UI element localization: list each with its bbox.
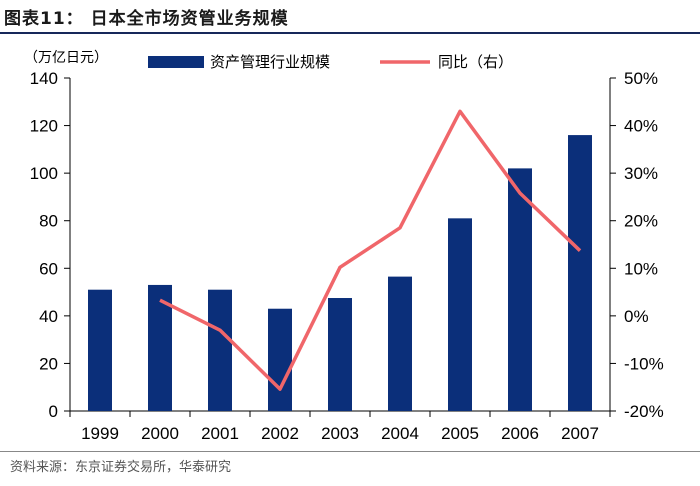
x-tick-label: 2003 xyxy=(321,424,359,443)
bar xyxy=(208,289,232,411)
bar xyxy=(268,308,292,411)
right-tick-label: 50% xyxy=(624,69,658,88)
right-tick-label: 20% xyxy=(624,212,658,231)
title-rule xyxy=(0,32,700,34)
right-tick-label: 0% xyxy=(624,307,649,326)
x-tick-label: 2004 xyxy=(381,424,419,443)
legend: 资产管理行业规模 同比（右） xyxy=(148,53,513,71)
bar xyxy=(508,168,532,411)
line-group xyxy=(159,109,582,391)
left-tick-label: 20 xyxy=(39,354,58,373)
left-axis-unit-label: （万亿日元） xyxy=(24,50,108,66)
left-tick-label: 120 xyxy=(30,117,58,136)
right-tick-label: 40% xyxy=(624,117,658,136)
left-tick-label: 40 xyxy=(39,307,58,326)
source-rule xyxy=(0,451,700,452)
x-tick-label: 2000 xyxy=(141,424,179,443)
legend-bar-swatch xyxy=(148,56,204,68)
left-tick-label: 80 xyxy=(39,212,58,231)
x-tick-label: 2005 xyxy=(441,424,479,443)
right-tick-label: 10% xyxy=(624,259,658,278)
left-tick-label: 140 xyxy=(30,69,58,88)
figure-title: 图表11： 日本全市场资管业务规模 xyxy=(4,9,289,29)
source-note: 资料来源：东京证券交易所，华泰研究 xyxy=(10,460,232,475)
bar xyxy=(568,135,592,412)
bars-group xyxy=(88,135,592,412)
axes-group: 0 20 40 60 80 100 120 140 -20% -10% 0% 10% 20% 30% 40%… xyxy=(30,69,664,443)
right-tick-label: -10% xyxy=(624,354,664,373)
yoy-line xyxy=(159,109,582,391)
x-tick-label: 2007 xyxy=(561,424,599,443)
bar xyxy=(88,289,112,411)
right-tick-label: 30% xyxy=(624,164,658,183)
bar xyxy=(328,298,352,411)
x-tick-label: 1999 xyxy=(81,424,119,443)
x-tick-label: 2001 xyxy=(201,424,239,443)
right-tick-label: -20% xyxy=(624,402,664,421)
x-tick-label: 2006 xyxy=(501,424,539,443)
left-tick-label: 100 xyxy=(30,164,58,183)
bar xyxy=(388,276,412,411)
left-tick-label: 0 xyxy=(49,402,58,421)
x-tick-label: 2002 xyxy=(261,424,299,443)
left-tick-label: 60 xyxy=(39,259,58,278)
bar xyxy=(448,218,472,411)
legend-line-label: 同比（右） xyxy=(438,53,513,71)
legend-bar-label: 资产管理行业规模 xyxy=(210,53,330,71)
